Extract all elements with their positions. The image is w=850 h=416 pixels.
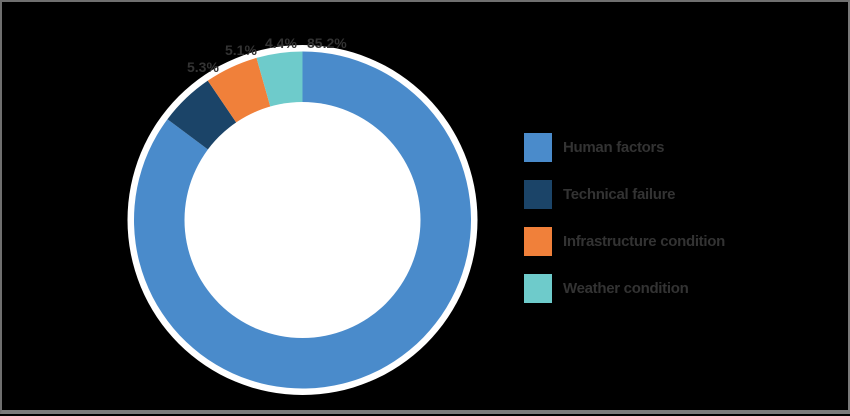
chart-legend: Human factors Technical failure Infrastr… [524,133,725,321]
label-technical-failure: 5.3% [187,59,219,75]
legend-swatch-human-factors [524,133,552,162]
legend-label: Technical failure [563,186,676,203]
legend-label: Weather condition [563,280,689,297]
legend-label: Human factors [563,139,665,156]
legend-item-technical-failure: Technical failure [524,180,725,209]
legend-item-human-factors: Human factors [524,133,725,162]
legend-label: Infrastructure condition [563,233,725,250]
label-weather-condition: 4.4% [265,35,297,51]
legend-swatch-weather-condition [524,274,552,303]
legend-item-weather-condition: Weather condition [524,274,725,303]
donut-hole [184,102,421,338]
legend-item-infrastructure-condition: Infrastructure condition [524,227,725,256]
legend-swatch-technical-failure [524,180,552,209]
label-human-factors: 85.2% [307,35,347,51]
label-infrastructure-condition: 5.1% [225,42,257,58]
legend-swatch-infrastructure-condition [524,227,552,256]
